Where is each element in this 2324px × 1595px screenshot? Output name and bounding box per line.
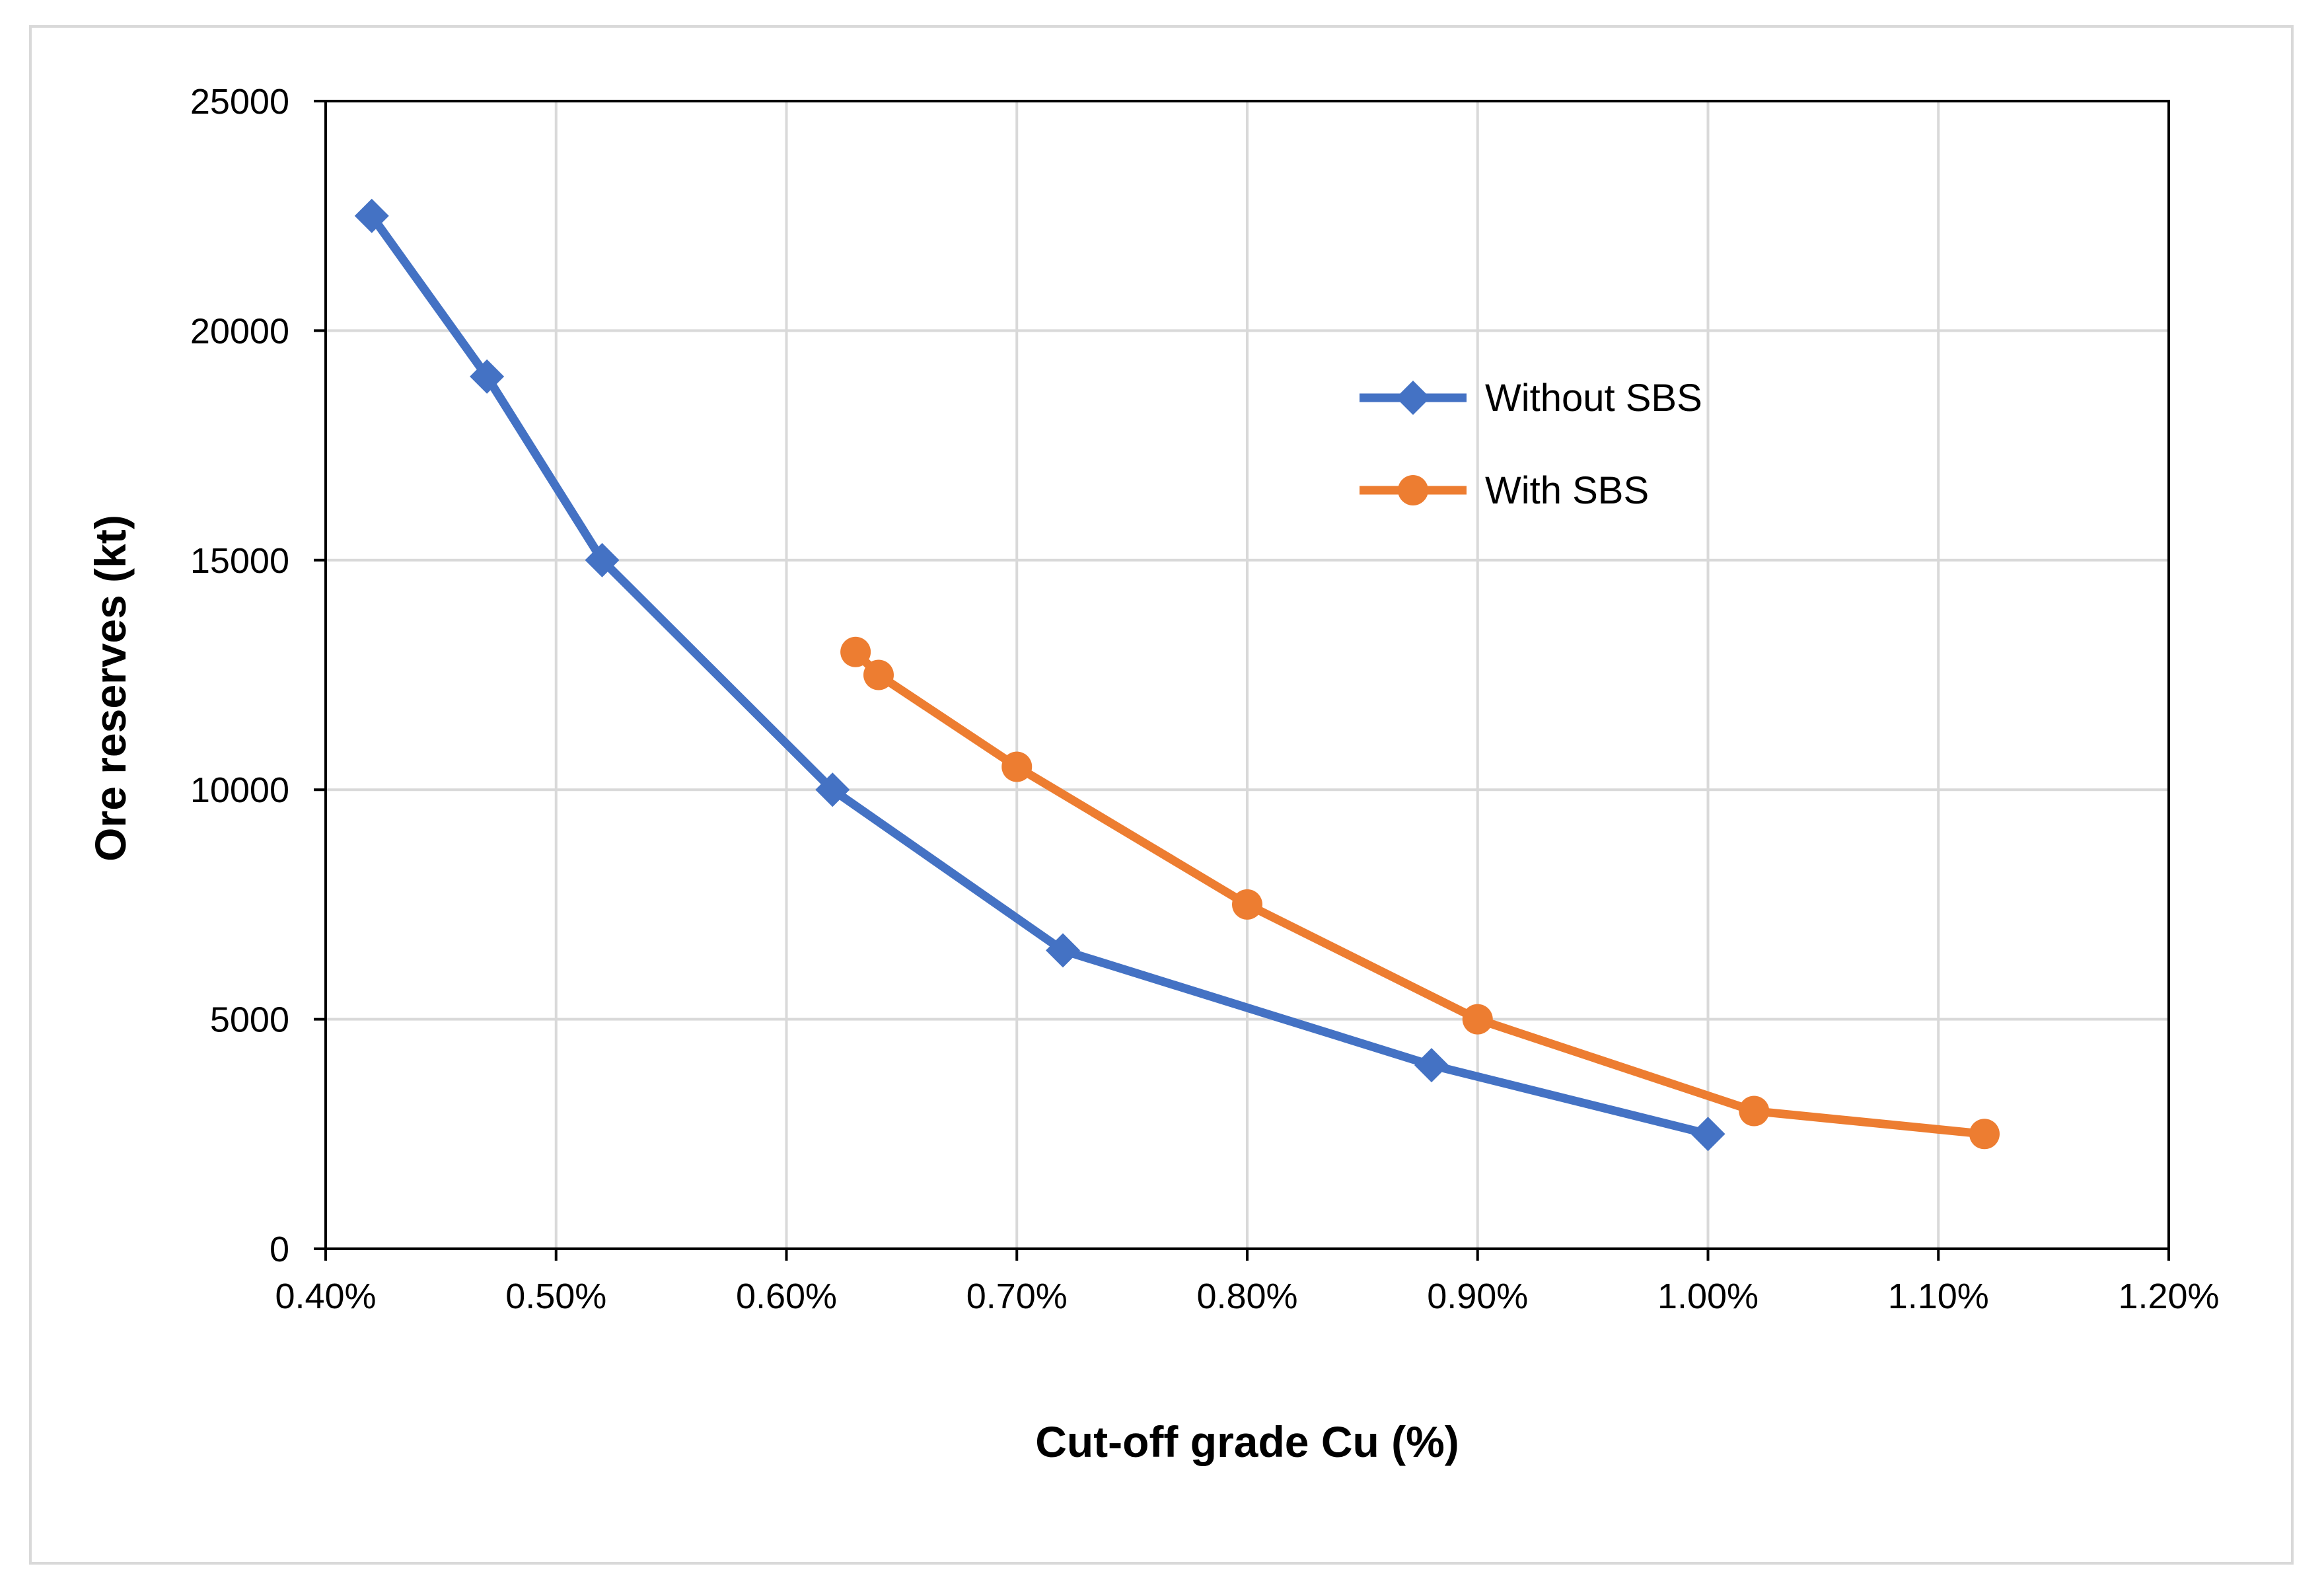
legend-item-with-sbs: With SBS <box>1360 469 1649 512</box>
data-point-with-sbs <box>863 659 894 690</box>
legend-item-without-sbs: Without SBS <box>1360 377 1702 420</box>
x-tick-label: 1.10% <box>1888 1277 1989 1316</box>
y-tick-label: 15000 <box>190 541 289 581</box>
gridlines <box>324 100 2170 1250</box>
legend: Without SBS With SBS <box>1360 377 1702 512</box>
y-tick-label: 5000 <box>210 1000 289 1040</box>
series-layer <box>354 198 2000 1152</box>
data-point-without-sbs <box>1046 933 1080 968</box>
x-tick-label: 0.50% <box>505 1277 606 1316</box>
y-tick-label: 10000 <box>190 770 289 810</box>
data-point-without-sbs <box>585 542 620 577</box>
data-point-with-sbs <box>1969 1119 2000 1150</box>
series-without-sbs <box>354 198 1725 1152</box>
legend-label-with-sbs: With SBS <box>1485 469 1649 512</box>
x-axis-ticks: 0.40% 0.50% 0.60% 0.70% 0.80% 0.90% 1.00% 1.10%… <box>275 1249 2220 1316</box>
data-point-with-sbs <box>1232 889 1262 920</box>
x-tick-label: 0.70% <box>966 1277 1068 1316</box>
y-tick-label: 0 <box>270 1230 289 1269</box>
data-point-with-sbs <box>1001 751 1033 782</box>
y-axis-ticks: 0 5000 10000 15000 20000 25000 <box>190 82 326 1269</box>
series-with-sbs <box>840 636 2000 1150</box>
x-axis-title: Cut-off grade Cu (%) <box>1035 1417 1459 1466</box>
y-tick-label: 25000 <box>190 82 289 122</box>
legend-marker-with-sbs <box>1398 475 1428 505</box>
x-tick-label: 1.00% <box>1657 1277 1759 1316</box>
data-point-without-sbs <box>354 198 389 233</box>
y-tick-label: 20000 <box>190 311 289 351</box>
x-tick-label: 0.40% <box>275 1277 376 1316</box>
data-point-with-sbs <box>840 636 871 667</box>
series-line-without-sbs <box>367 211 1712 1138</box>
legend-label-without-sbs: Without SBS <box>1485 377 1702 420</box>
data-point-with-sbs <box>1739 1095 1770 1127</box>
data-point-without-sbs <box>815 772 850 807</box>
data-point-without-sbs <box>470 359 505 394</box>
x-tick-label: 1.20% <box>2118 1277 2219 1316</box>
y-axis-title: Ore reserves (kt) <box>86 515 135 862</box>
data-point-without-sbs <box>1690 1117 1725 1152</box>
x-tick-label: 0.60% <box>736 1277 837 1316</box>
x-tick-label: 0.80% <box>1196 1277 1297 1316</box>
x-tick-label: 0.90% <box>1427 1277 1528 1316</box>
data-point-without-sbs <box>1414 1048 1449 1083</box>
chart-frame <box>29 25 2294 1565</box>
data-point-with-sbs <box>1462 1004 1493 1035</box>
legend-marker-without-sbs <box>1396 381 1430 415</box>
